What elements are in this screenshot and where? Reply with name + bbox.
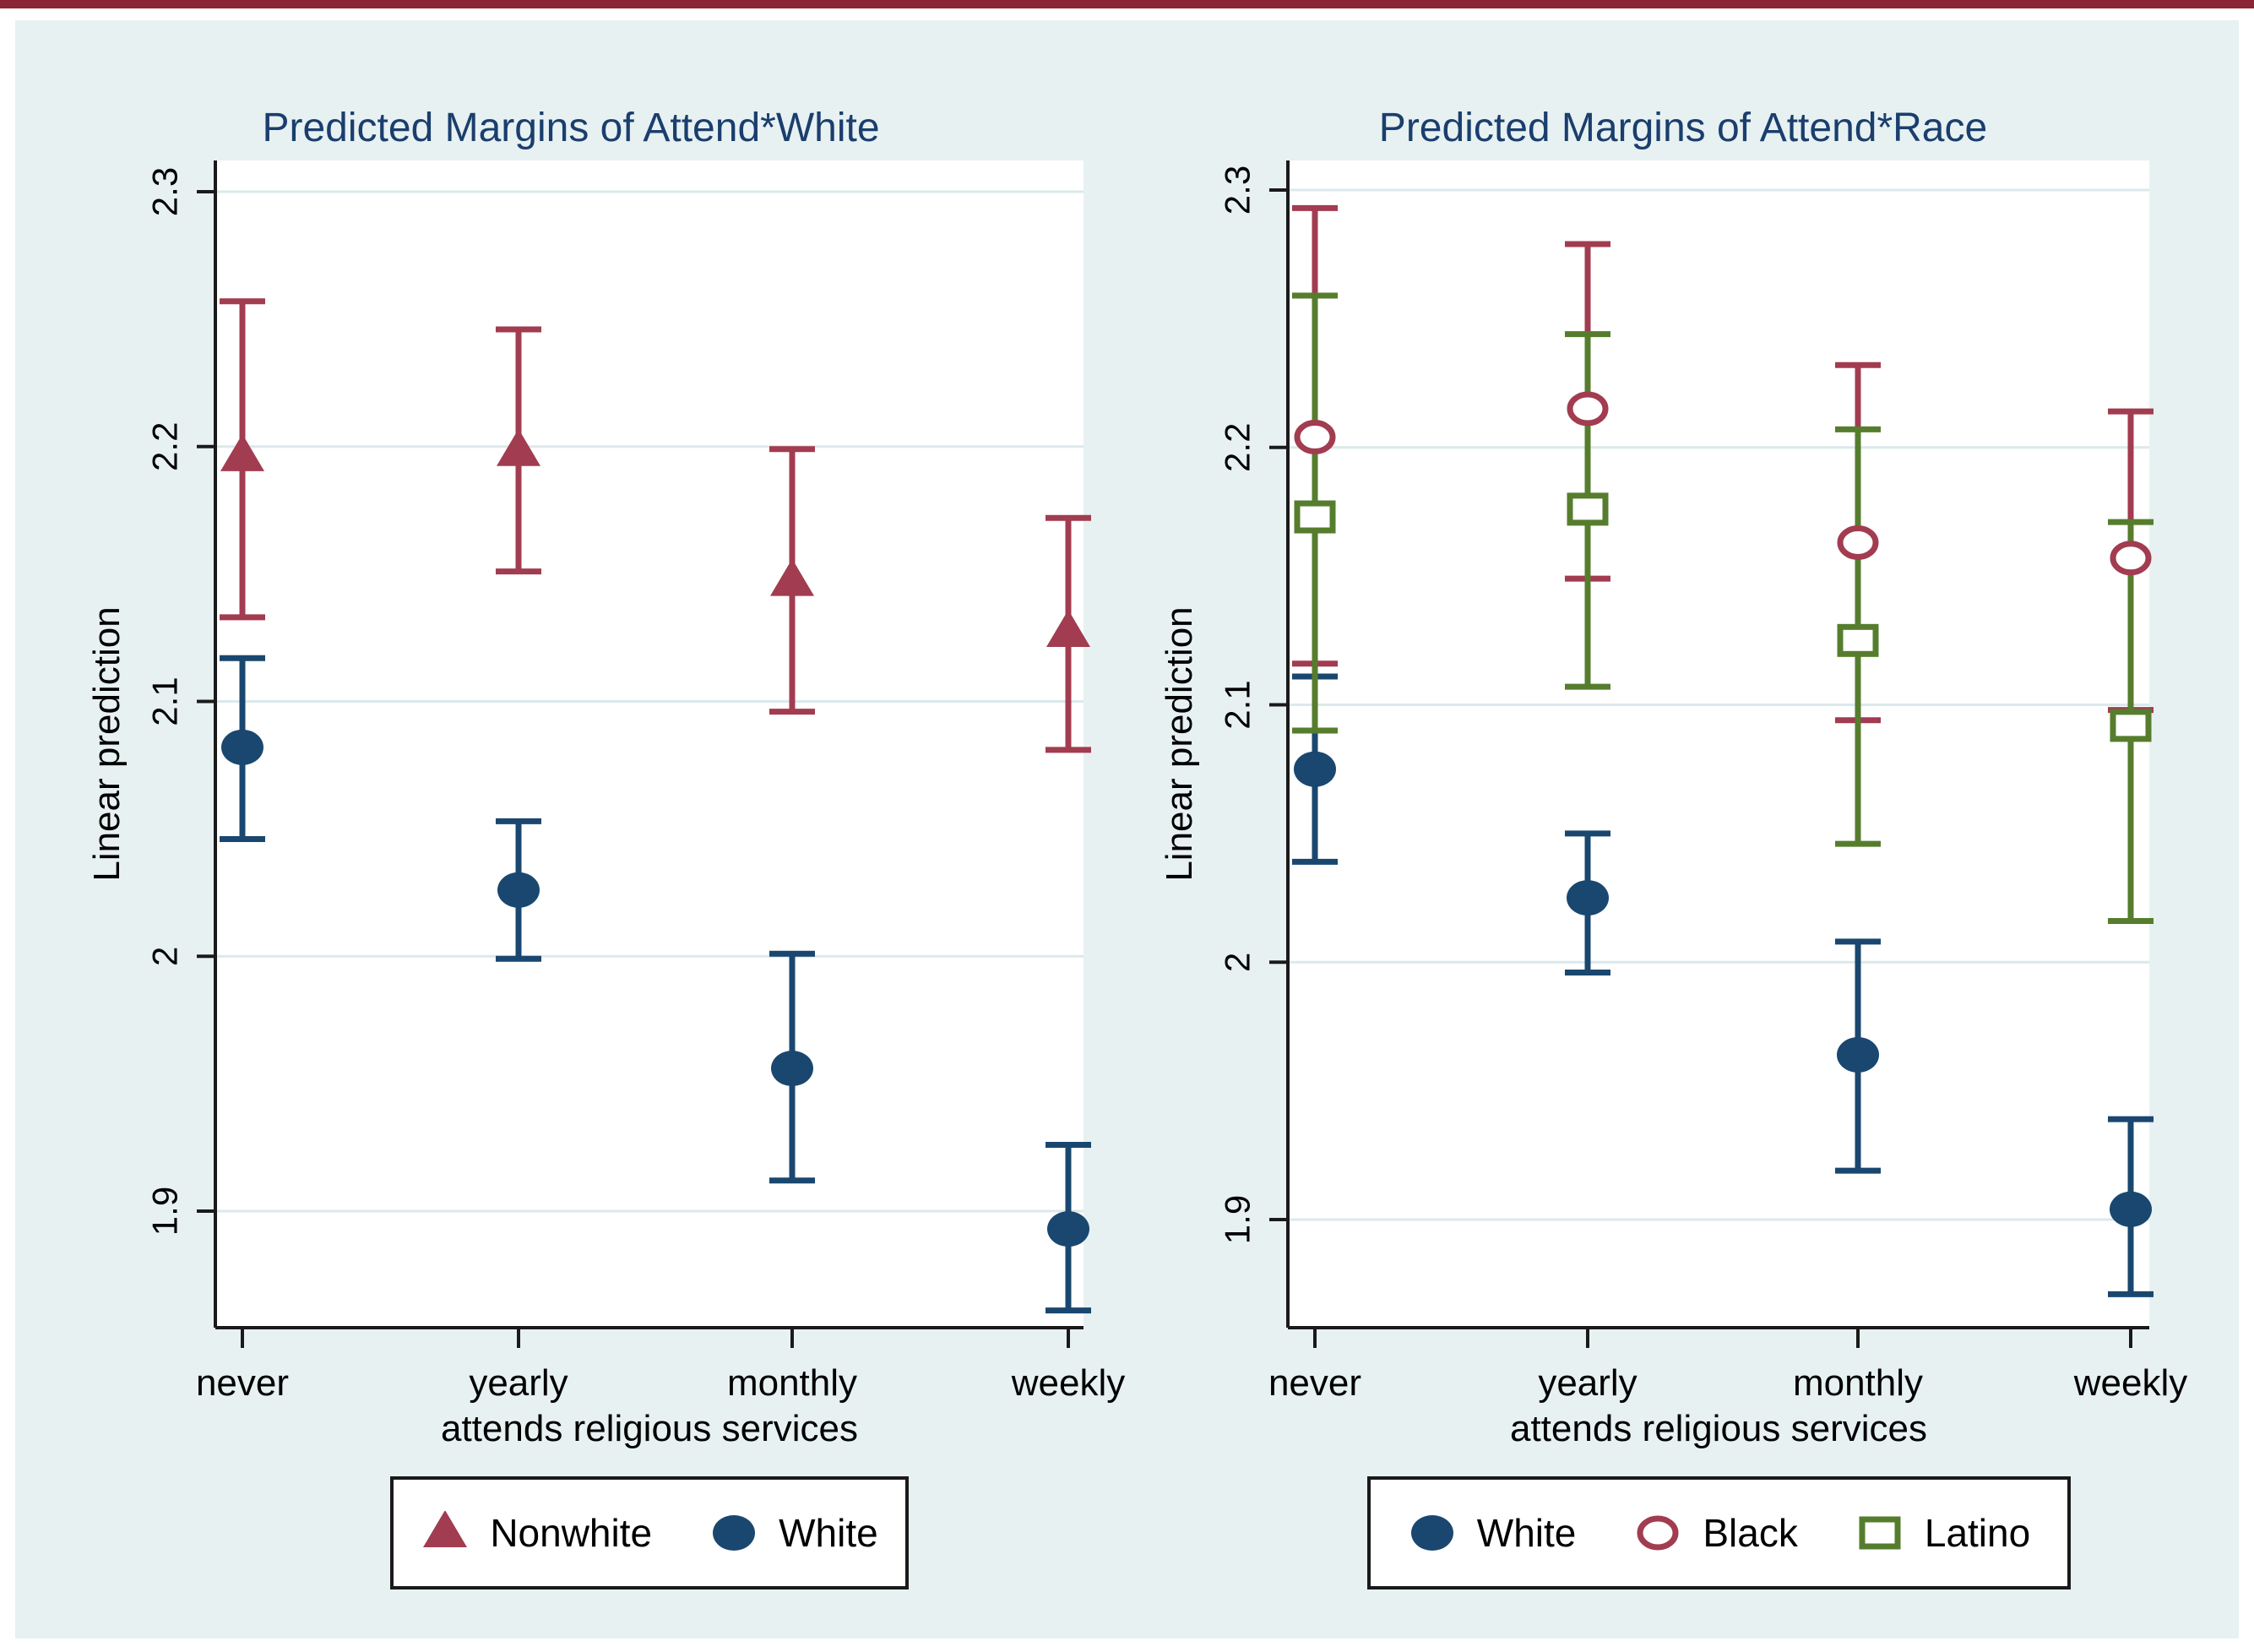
legend-entry-white: White [709, 1510, 878, 1556]
svg-text:yearly: yearly [469, 1362, 568, 1404]
y-axis-title: Linear prediction [1159, 606, 1200, 881]
legend-label-latino: Latino [1924, 1511, 2031, 1555]
svg-text:2: 2 [145, 947, 185, 966]
svg-text:weekly: weekly [2073, 1362, 2188, 1404]
x-axis-ticks [1313, 1328, 2132, 1348]
svg-text:2.2: 2.2 [145, 422, 185, 471]
triangle-icon [423, 1511, 468, 1547]
series-nonwhite-markers [220, 428, 1090, 648]
graph-region: Predicted Margins of Attend*White Predic… [15, 20, 2239, 1638]
svg-text:2.2: 2.2 [1218, 423, 1257, 472]
svg-text:2.3: 2.3 [1218, 166, 1257, 215]
right-plot: 2.3 2.2 2.1 2 1.9 never yearly monthly weekly att… [1159, 160, 2187, 1449]
y-axis-ticks [1269, 188, 1288, 1221]
x-axis-ticks [241, 1328, 1070, 1348]
legend-entry-black: Black [1633, 1510, 1798, 1556]
svg-text:never: never [196, 1362, 289, 1404]
top-border-line [0, 0, 2254, 8]
hollow-square-icon [1859, 1516, 1901, 1550]
svg-text:1.9: 1.9 [1218, 1195, 1257, 1244]
ci-bars [220, 298, 1091, 1314]
legend-label-white: White [779, 1511, 878, 1555]
y-axis-ticks [197, 190, 215, 1213]
hollow-circle-icon [1637, 1515, 1679, 1551]
series-latino-markers [1294, 492, 2152, 742]
x-axis-title: attends religious services [441, 1408, 858, 1449]
legend-label-white2: White [1476, 1511, 1577, 1555]
series-black-markers [1294, 391, 2152, 576]
svg-text:never: never [1268, 1362, 1361, 1404]
x-tick-labels: never yearly monthly weekly [196, 1362, 1125, 1404]
left-plot: 2.3 2.2 2.1 2 1.9 never yearly monthly weekly att… [86, 160, 1125, 1449]
y-axis-title: Linear prediction [86, 606, 128, 881]
y-tick-labels: 2.3 2.2 2.1 2 1.9 [145, 167, 185, 1236]
left-legend: Nonwhite White [390, 1476, 909, 1590]
right-chart-title: Predicted Margins of Attend*Race [1378, 106, 1988, 150]
svg-text:2.1: 2.1 [145, 677, 185, 725]
legend-entry-latino: Latino [1855, 1510, 2030, 1556]
legend-label-nonwhite: Nonwhite [490, 1511, 653, 1555]
plot-area [215, 160, 1084, 1328]
svg-text:2: 2 [1218, 953, 1257, 972]
plots-canvas: 2.3 2.2 2.1 2 1.9 never yearly monthly weekly att… [86, 160, 2187, 1449]
series-white-markers [221, 729, 1089, 1247]
y-tick-labels: 2.3 2.2 2.1 2 1.9 [1218, 166, 1257, 1244]
legend-label-black: Black [1703, 1511, 1798, 1555]
gridlines [215, 190, 1084, 1213]
gridlines [1288, 188, 2149, 1221]
svg-text:1.9: 1.9 [145, 1187, 185, 1236]
x-tick-labels: never yearly monthly weekly [1268, 1362, 2187, 1404]
left-chart-title: Predicted Margins of Attend*White [262, 106, 880, 150]
series-white-markers [1294, 751, 2152, 1227]
right-legend: White Black Latino [1367, 1476, 2071, 1590]
svg-text:2.3: 2.3 [145, 167, 185, 216]
circle-icon [713, 1515, 756, 1551]
legend-entry-nonwhite: Nonwhite [421, 1510, 652, 1556]
x-axis-title: attends religious services [1510, 1408, 1927, 1449]
plot-area [1288, 160, 2149, 1328]
svg-text:monthly: monthly [1793, 1362, 1923, 1404]
svg-text:monthly: monthly [727, 1362, 857, 1404]
svg-text:weekly: weekly [1011, 1362, 1126, 1404]
circle-icon [1410, 1515, 1453, 1551]
legend-entry-white2: White [1408, 1510, 1577, 1556]
svg-text:yearly: yearly [1538, 1362, 1637, 1404]
svg-text:2.1: 2.1 [1218, 680, 1257, 729]
